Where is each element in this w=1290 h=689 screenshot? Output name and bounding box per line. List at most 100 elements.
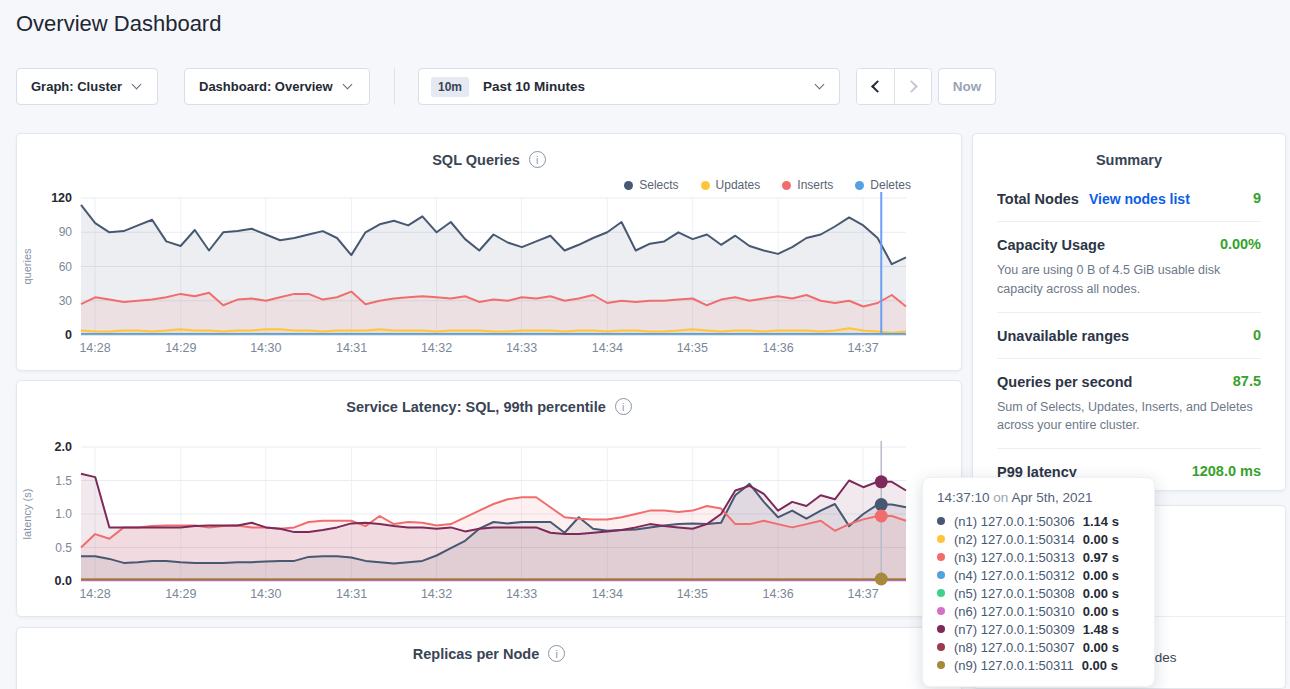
- overview-dashboard-page: { "page": { "title": "Overview Dashboard…: [0, 0, 1290, 689]
- tooltip-series-dot-icon: [937, 517, 945, 525]
- summary-label: Total Nodes: [997, 191, 1079, 207]
- svg-text:30: 30: [59, 294, 73, 308]
- summary-description: You are using 0 B of 4.5 GiB usable disk…: [997, 261, 1261, 299]
- summary-row: 0 Unavailable ranges: [997, 313, 1261, 359]
- summary-title: Summary: [973, 134, 1285, 176]
- info-icon[interactable]: i: [615, 398, 632, 415]
- tooltip-timestamp: 14:37:10 on Apr 5th, 2021: [937, 490, 1140, 505]
- summary-row: 0.00% Capacity Usage You are using 0 B of …: [997, 222, 1261, 313]
- dashboard-dropdown[interactable]: Dashboard: Overview: [184, 68, 370, 105]
- svg-text:60: 60: [59, 260, 73, 274]
- replicas-per-node-title-text: Replicas per Node: [413, 646, 540, 662]
- sql-queries-card: SQL Queries i SelectsUpdatesInsertsDelet…: [16, 133, 962, 371]
- tooltip-node-value: 0.00 s: [1083, 604, 1119, 619]
- replicas-per-node-title: Replicas per Node i: [17, 628, 961, 662]
- svg-text:0.5: 0.5: [55, 541, 72, 555]
- svg-text:latency (s): latency (s): [21, 489, 33, 540]
- info-icon[interactable]: i: [529, 151, 546, 168]
- chevron-down-icon: [342, 80, 352, 90]
- sql-queries-title: SQL Queries i: [17, 134, 961, 168]
- summary-rows: 9 Total Nodes View nodes list 0.00% Capacity…: [973, 176, 1285, 494]
- svg-text:14:29: 14:29: [165, 341, 196, 355]
- tooltip-row: (n5) 127.0.0.1:50308 0.00 s: [937, 584, 1140, 602]
- svg-text:2.0: 2.0: [55, 440, 72, 454]
- time-range-badge: 10m: [431, 77, 469, 97]
- summary-value: 0: [1253, 327, 1261, 343]
- tooltip-row: (n4) 127.0.0.1:503120.00 s: [937, 566, 1140, 584]
- tooltip-row: (n1) 127.0.0.1:503061.14 s: [937, 512, 1140, 530]
- tooltip-series-dot-icon: [937, 589, 945, 597]
- svg-text:14:37: 14:37: [847, 587, 878, 601]
- tooltip-series-dot-icon: [937, 535, 945, 543]
- summary-row: 87.5Queries per secondSum of Selects, Up…: [997, 359, 1261, 450]
- svg-text:14:28: 14:28: [79, 587, 110, 601]
- svg-text:14:29: 14:29: [165, 587, 196, 601]
- time-range-label: Past 10 Minutes: [483, 79, 816, 94]
- svg-text:14:37: 14:37: [847, 341, 878, 355]
- service-latency-title-text: Service Latency: SQL, 99th percentile: [346, 399, 606, 415]
- tooltip-series-dot-icon: [937, 643, 945, 651]
- tooltip-row: (n9) 127.0.0.1:503110.00 s: [937, 656, 1140, 674]
- next-range-button[interactable]: [894, 69, 931, 104]
- tooltip-node-label: (n5) 127.0.0.1:50308: [954, 586, 1075, 601]
- graph-dropdown[interactable]: Graph: Cluster: [16, 68, 158, 105]
- svg-text:14:31: 14:31: [336, 587, 367, 601]
- tooltip-node-value: 0.97 s: [1083, 550, 1119, 565]
- summary-label: Queries per second: [997, 374, 1132, 390]
- tooltip-node-label: (n8) 127.0.0.1:50307: [954, 640, 1075, 655]
- svg-text:14:36: 14:36: [762, 341, 793, 355]
- dashboard-dropdown-label: Dashboard: Overview: [199, 79, 333, 94]
- tooltip-rows: (n1) 127.0.0.1:503061.14 s(n2) 127.0.0.1…: [937, 512, 1140, 674]
- summary-row: 9 Total Nodes View nodes list: [997, 176, 1261, 222]
- svg-text:14:32: 14:32: [421, 587, 452, 601]
- svg-text:14:36: 14:36: [762, 587, 793, 601]
- svg-text:14:33: 14:33: [506, 587, 537, 601]
- tooltip-node-label: (n4) 127.0.0.1:50312: [954, 568, 1075, 583]
- tooltip-series-dot-icon: [937, 553, 945, 561]
- svg-text:14:34: 14:34: [592, 341, 623, 355]
- svg-text:1.5: 1.5: [55, 474, 72, 488]
- tooltip-node-label: (n1) 127.0.0.1:50306: [954, 514, 1075, 529]
- svg-text:120: 120: [51, 191, 72, 205]
- svg-text:14:35: 14:35: [677, 341, 708, 355]
- summary-label: Capacity Usage: [997, 237, 1105, 253]
- svg-text:0.0: 0.0: [55, 574, 72, 588]
- chevron-right-icon: [905, 80, 918, 93]
- chevron-left-icon: [871, 80, 884, 93]
- tooltip-series-dot-icon: [937, 661, 945, 669]
- tooltip-node-label: (n3) 127.0.0.1:50313: [954, 550, 1075, 565]
- tooltip-node-value: 0.00 s: [1083, 640, 1119, 655]
- tooltip-series-dot-icon: [937, 625, 945, 633]
- summary-card: Summary 9 Total Nodes View nodes list 0.00%…: [972, 133, 1286, 491]
- page-title: Overview Dashboard: [16, 11, 221, 37]
- service-latency-chart[interactable]: 0.00.51.01.52.014:2814:2914:3014:3114:32…: [17, 437, 961, 609]
- replicas-per-node-card: Replicas per Node i: [16, 627, 962, 689]
- tooltip-series-dot-icon: [937, 571, 945, 579]
- summary-label: Unavailable ranges: [997, 328, 1129, 344]
- tooltip-time: 14:37:10: [937, 490, 990, 505]
- time-nav-group: [856, 68, 932, 105]
- svg-text:0: 0: [65, 328, 72, 342]
- svg-text:14:30: 14:30: [250, 341, 281, 355]
- service-latency-title: Service Latency: SQL, 99th percentile i: [17, 381, 961, 415]
- svg-text:14:33: 14:33: [506, 341, 537, 355]
- tooltip-row: (n8) 127.0.0.1:50307 0.00 s: [937, 638, 1140, 656]
- prev-range-button[interactable]: [857, 69, 894, 104]
- info-icon[interactable]: i: [548, 645, 565, 662]
- tooltip-node-value: 0.00 s: [1083, 532, 1119, 547]
- chevron-down-icon: [815, 80, 825, 90]
- tooltip-node-value: 0.00 s: [1083, 586, 1119, 601]
- svg-text:14:34: 14:34: [592, 587, 623, 601]
- time-range-dropdown[interactable]: 10m Past 10 Minutes: [418, 68, 840, 105]
- summary-value: 9: [1253, 190, 1261, 206]
- svg-text:queries: queries: [21, 248, 33, 285]
- now-button[interactable]: Now: [938, 68, 996, 105]
- tooltip-on-word: on: [993, 490, 1008, 505]
- view-nodes-list-link[interactable]: View nodes list: [1089, 191, 1190, 207]
- svg-text:14:30: 14:30: [250, 587, 281, 601]
- svg-text:14:32: 14:32: [421, 341, 452, 355]
- sql-queries-chart[interactable]: 030609012014:2814:2914:3014:3114:3214:33…: [17, 182, 961, 367]
- summary-value: 0.00%: [1220, 236, 1261, 252]
- svg-text:90: 90: [59, 225, 73, 239]
- tooltip-node-label: (n7) 127.0.0.1:50309: [954, 622, 1075, 637]
